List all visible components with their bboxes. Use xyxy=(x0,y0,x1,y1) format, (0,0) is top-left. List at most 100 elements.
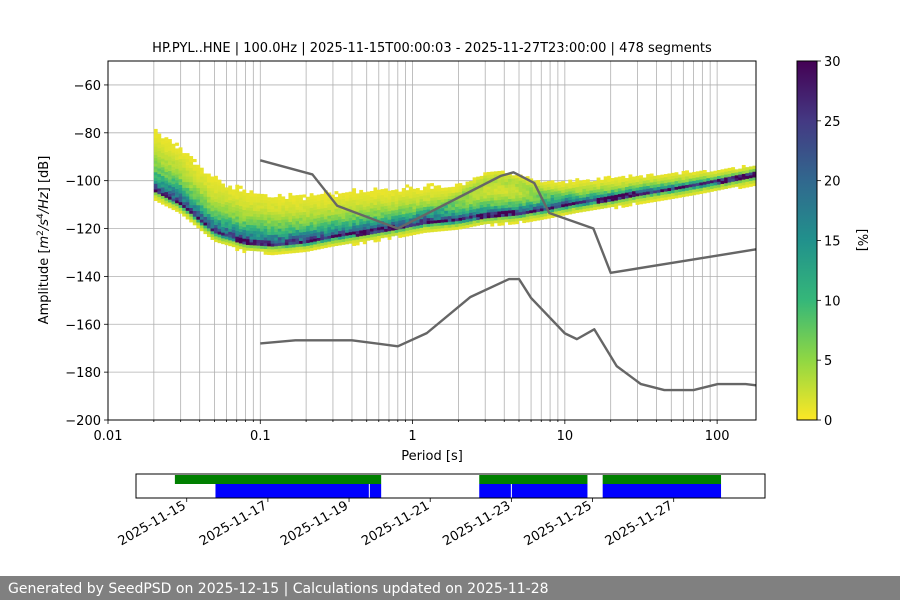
heatmap-cell xyxy=(444,187,449,191)
heatmap-cell xyxy=(228,202,233,206)
heatmap-cell xyxy=(164,148,169,152)
heatmap-cell xyxy=(160,138,165,142)
heatmap-cell xyxy=(270,249,275,253)
heatmap-cell xyxy=(153,134,158,138)
heatmap-cell xyxy=(412,191,417,195)
heatmap-cell xyxy=(217,179,222,183)
heatmap-cell xyxy=(561,189,566,193)
heatmap-cell xyxy=(614,185,619,190)
heatmap-cell xyxy=(376,218,381,222)
heatmap-cell xyxy=(196,167,201,171)
heatmap-cell xyxy=(670,195,675,199)
heatmap-cell xyxy=(185,181,190,186)
heatmap-cell xyxy=(380,232,385,236)
heatmap-cell xyxy=(284,250,289,254)
heatmap-cell xyxy=(291,221,296,225)
heatmap-cell xyxy=(175,151,179,155)
heatmap-cell xyxy=(639,183,643,188)
heatmap-cell xyxy=(210,187,215,192)
heatmap-cell xyxy=(695,179,700,184)
heatmap-cell xyxy=(717,170,721,174)
heatmap-cell xyxy=(614,177,619,181)
heatmap-cell xyxy=(596,191,601,196)
colorbar-label: [%] xyxy=(854,229,869,252)
heatmap-cell xyxy=(384,208,388,212)
heatmap-cell xyxy=(256,193,261,197)
heatmap-cell xyxy=(281,248,286,252)
heatmap-cell xyxy=(228,231,233,235)
heatmap-cell xyxy=(380,223,385,227)
heatmap-cell xyxy=(359,195,364,199)
heatmap-cell xyxy=(440,222,445,226)
heatmap-cell xyxy=(702,181,707,185)
heatmap-cell xyxy=(330,237,335,241)
heatmap-cell xyxy=(692,192,697,196)
heatmap-cell xyxy=(185,213,190,217)
heatmap-cell xyxy=(231,192,236,196)
figure-background xyxy=(0,0,900,576)
heatmap-cell xyxy=(490,200,495,204)
heatmap-cell xyxy=(345,198,349,202)
heatmap-cell xyxy=(415,219,420,223)
heatmap-cell xyxy=(472,191,477,195)
heatmap-cell xyxy=(185,161,190,165)
heatmap-cell xyxy=(508,201,512,205)
heatmap-cell xyxy=(649,182,654,186)
heatmap-cell xyxy=(157,156,162,160)
heatmap-cell xyxy=(256,216,261,220)
heatmap-cell xyxy=(412,228,417,233)
heatmap-cell xyxy=(589,204,594,208)
heatmap-cell xyxy=(479,216,484,220)
heatmap-cell xyxy=(327,241,332,245)
heatmap-cell xyxy=(454,218,459,222)
heatmap-cell xyxy=(157,145,162,149)
heatmap-cell xyxy=(720,169,725,173)
heatmap-cell xyxy=(224,224,229,228)
heatmap-cell xyxy=(493,185,498,189)
heatmap-cell xyxy=(444,204,449,208)
nhnm-line xyxy=(259,159,757,275)
heatmap-cell xyxy=(330,194,335,198)
heatmap-cell xyxy=(504,210,509,214)
heatmap-cell xyxy=(539,205,544,209)
heatmap-cell xyxy=(327,232,332,236)
heatmap-cell xyxy=(238,185,243,189)
heatmap-cell xyxy=(171,201,176,205)
heatmap-cell xyxy=(355,213,360,217)
heatmap-cell xyxy=(724,185,728,189)
heatmap-cell xyxy=(593,183,597,188)
heatmap-cell xyxy=(221,203,225,207)
heatmap-cell xyxy=(306,234,310,238)
heatmap-cell xyxy=(199,222,204,226)
heatmap-cell xyxy=(185,158,190,163)
heatmap-cell xyxy=(458,220,463,224)
heatmap-cell xyxy=(299,197,303,201)
heatmap-cell xyxy=(267,223,272,227)
heatmap-cell xyxy=(748,183,753,187)
heatmap-cell xyxy=(500,184,505,189)
nlnm-line xyxy=(260,277,757,392)
heatmap-cell xyxy=(270,217,275,221)
heatmap-cell xyxy=(593,203,597,208)
heatmap-cell xyxy=(178,153,183,157)
heatmap-cell xyxy=(462,199,466,203)
heatmap-cell xyxy=(394,200,399,205)
heatmap-cell xyxy=(291,206,296,211)
heatmap-cell xyxy=(518,203,523,207)
heatmap-cell xyxy=(486,200,491,204)
heatmap-cell xyxy=(709,171,714,175)
heatmap-cell xyxy=(345,203,349,207)
heatmap-cell xyxy=(260,193,264,198)
heatmap-cell xyxy=(536,197,541,201)
heatmap-cell xyxy=(532,189,537,193)
heatmap-cell xyxy=(543,193,548,197)
heatmap-cell xyxy=(309,236,314,240)
heatmap-cell xyxy=(189,158,194,163)
x-axis-ticks: 0.01 0.1 1 10 100 xyxy=(94,420,730,444)
heatmap-cell xyxy=(320,222,325,226)
heatmap-cell xyxy=(476,176,481,180)
heatmap-cell xyxy=(299,229,303,233)
heatmap-cell xyxy=(454,209,459,213)
heatmap-cell xyxy=(274,225,279,230)
heatmap-cell xyxy=(536,208,541,212)
